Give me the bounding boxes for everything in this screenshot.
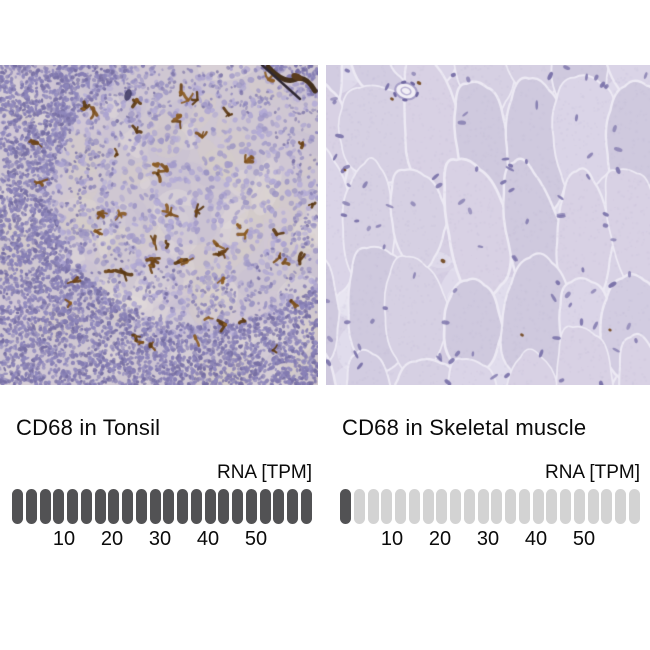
tpm-segment (53, 489, 65, 524)
tpm-tick-label: 40 (524, 528, 548, 550)
tpm-segment (436, 489, 448, 524)
tpm-segment (340, 489, 351, 524)
tpm-segment (204, 489, 216, 524)
tpm-segment (463, 489, 475, 524)
tpm-segment (218, 489, 230, 524)
tpm-segment (546, 489, 558, 524)
rna-tpm-label: RNA [TPM] (216, 462, 312, 483)
tpm-segment (122, 489, 133, 524)
tpm-segment (273, 489, 285, 524)
tpm-segment (149, 489, 161, 524)
tpm-segment (39, 489, 51, 524)
tpm-segment (67, 489, 78, 524)
tpm-tick-label: 10 (52, 528, 76, 550)
tpm-segment (573, 489, 585, 524)
tpm-segment (395, 489, 406, 524)
tpm-segment (177, 489, 188, 524)
tpm-segment (587, 489, 599, 524)
panel-title-tonsil: CD68 in Tonsil (16, 415, 161, 440)
tpm-segment (94, 489, 106, 524)
tpm-segment (615, 489, 626, 524)
skeletal-muscle-ihc-image (326, 65, 650, 385)
tpm-segment (287, 489, 298, 524)
tpm-tick-label: 50 (572, 528, 596, 550)
tpm-segment (505, 489, 516, 524)
rna-tpm-label: RNA [TPM] (544, 462, 640, 483)
tpm-tick-label: 30 (148, 528, 172, 550)
tpm-segment (422, 489, 434, 524)
tpm-tick-label: 50 (244, 528, 268, 550)
tpm-segment (477, 489, 489, 524)
tpm-tick-label: 30 (476, 528, 500, 550)
tpm-segment (381, 489, 393, 524)
tpm-segment (190, 489, 202, 524)
tpm-segment (80, 489, 92, 524)
panel-title-skeletal-muscle: CD68 in Skeletal muscle (342, 415, 587, 440)
tpm-segment (12, 489, 23, 524)
tpm-segment (163, 489, 175, 524)
tpm-axis-ticks: 10 20 30 40 50 (12, 526, 312, 552)
tpm-segment (628, 489, 640, 524)
tpm-segment (25, 489, 37, 524)
tpm-segment (408, 489, 420, 524)
tpm-segment (560, 489, 571, 524)
tpm-segment (367, 489, 379, 524)
tpm-segments (340, 489, 640, 524)
tpm-segment (450, 489, 461, 524)
tpm-tick-label: 20 (428, 528, 452, 550)
tpm-tick-label: 20 (100, 528, 124, 550)
tpm-segment (353, 489, 365, 524)
tpm-segments (12, 489, 312, 524)
tpm-segment (491, 489, 503, 524)
tpm-segment (518, 489, 530, 524)
tpm-segment (300, 489, 312, 524)
tpm-segment (245, 489, 257, 524)
tpm-segment (259, 489, 271, 524)
tpm-axis-ticks: 10 20 30 40 50 (340, 526, 640, 552)
tpm-segment (135, 489, 147, 524)
tpm-tick-label: 10 (380, 528, 404, 550)
tpm-segment (232, 489, 243, 524)
tonsil-ihc-image (0, 65, 318, 385)
tpm-tick-label: 40 (196, 528, 220, 550)
tpm-bar-skeletal-muscle: RNA [TPM] 10 20 30 40 50 (340, 462, 640, 552)
tpm-segment (108, 489, 120, 524)
tpm-bar-tonsil: RNA [TPM] 10 20 30 40 50 (12, 462, 312, 552)
tpm-segment (532, 489, 544, 524)
tpm-segment (601, 489, 613, 524)
